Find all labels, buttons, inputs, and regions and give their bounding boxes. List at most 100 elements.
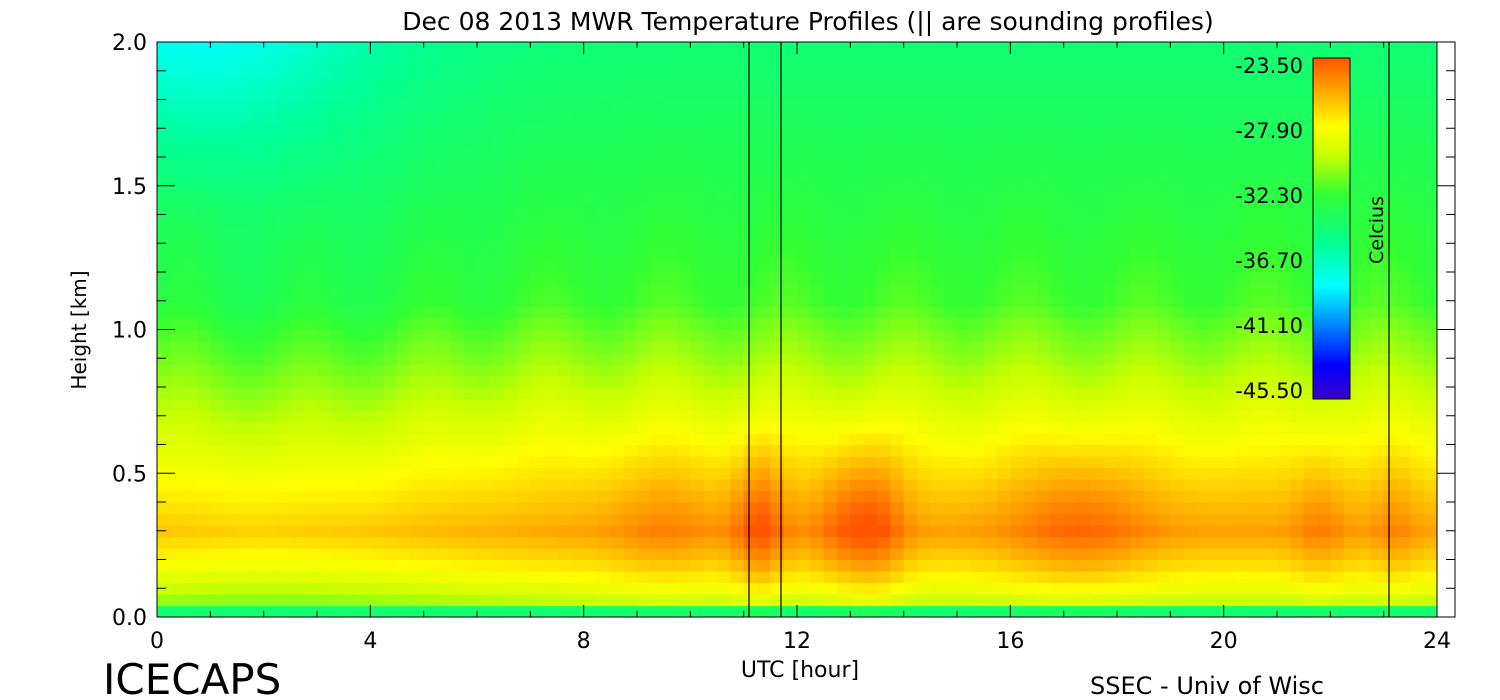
heatmap-cell bbox=[503, 490, 518, 503]
heatmap-cell bbox=[1383, 111, 1398, 124]
heatmap-cell bbox=[277, 582, 291, 595]
heatmap-cell bbox=[770, 341, 785, 354]
heatmap-cell bbox=[1183, 226, 1198, 239]
heatmap-cell bbox=[423, 387, 438, 400]
heatmap-cell bbox=[423, 398, 438, 411]
heatmap-cell bbox=[757, 456, 771, 469]
heatmap-cell bbox=[1423, 559, 1437, 572]
heatmap-cell bbox=[463, 122, 478, 135]
heatmap-cell bbox=[530, 444, 545, 457]
heatmap-cell bbox=[1090, 456, 1105, 469]
heatmap-cell bbox=[197, 88, 211, 101]
heatmap-cell bbox=[1263, 65, 1278, 78]
heatmap-cell bbox=[1157, 444, 1171, 457]
heatmap-cell bbox=[823, 295, 838, 308]
heatmap-cell bbox=[303, 433, 318, 446]
heatmap-cell bbox=[810, 594, 825, 607]
heatmap-cell bbox=[250, 318, 265, 331]
heatmap-cell bbox=[197, 42, 211, 55]
heatmap-cell bbox=[1063, 525, 1078, 538]
heatmap-cell bbox=[637, 536, 651, 549]
heatmap-cell bbox=[743, 582, 758, 595]
heatmap-cell bbox=[863, 548, 878, 561]
heatmap-cell bbox=[330, 559, 345, 572]
heatmap-cell bbox=[770, 571, 785, 584]
heatmap-cell bbox=[517, 272, 531, 285]
heatmap-cell bbox=[410, 479, 425, 492]
heatmap-cell bbox=[1250, 260, 1265, 273]
heatmap-cell bbox=[437, 122, 451, 135]
heatmap-cell bbox=[583, 571, 598, 584]
heatmap-cell bbox=[1143, 513, 1158, 526]
heatmap-cell bbox=[877, 341, 891, 354]
heatmap-cell bbox=[1277, 111, 1291, 124]
heatmap-cell bbox=[903, 467, 918, 480]
heatmap-cell bbox=[1183, 525, 1198, 538]
heatmap-cell bbox=[997, 341, 1011, 354]
heatmap-cell bbox=[290, 594, 305, 607]
heatmap-cell bbox=[437, 375, 451, 388]
heatmap-cell bbox=[1263, 341, 1278, 354]
heatmap-cell bbox=[1397, 260, 1411, 273]
heatmap-cell bbox=[1023, 364, 1038, 377]
heatmap-cell bbox=[1237, 433, 1251, 446]
heatmap-cell bbox=[183, 76, 198, 89]
heatmap-cell bbox=[503, 145, 518, 158]
heatmap-cell bbox=[877, 571, 891, 584]
heatmap-cell bbox=[850, 398, 865, 411]
heatmap-cell bbox=[903, 157, 918, 170]
heatmap-cell bbox=[663, 525, 678, 538]
heatmap-cell bbox=[1410, 111, 1425, 124]
heatmap-cell bbox=[850, 99, 865, 112]
heatmap-cell bbox=[1010, 525, 1025, 538]
heatmap-cell bbox=[490, 295, 505, 308]
heatmap-cell bbox=[717, 329, 731, 342]
heatmap-cell bbox=[837, 456, 851, 469]
heatmap-cell bbox=[1090, 467, 1105, 480]
heatmap-cell bbox=[810, 260, 825, 273]
heatmap-cell bbox=[983, 341, 998, 354]
heatmap-cell bbox=[357, 272, 371, 285]
heatmap-cell bbox=[1357, 260, 1371, 273]
heatmap-cell bbox=[317, 375, 331, 388]
heatmap-cell bbox=[837, 168, 851, 181]
heatmap-cell bbox=[1077, 502, 1091, 515]
heatmap-cell bbox=[957, 111, 971, 124]
heatmap-cell bbox=[1250, 145, 1265, 158]
heatmap-cell bbox=[423, 490, 438, 503]
heatmap-cell bbox=[783, 341, 798, 354]
heatmap-cell bbox=[650, 122, 665, 135]
heatmap-cell bbox=[183, 536, 198, 549]
heatmap-cell bbox=[250, 605, 265, 617]
heatmap-cell bbox=[1370, 398, 1385, 411]
heatmap-cell bbox=[1383, 145, 1398, 158]
heatmap-cell bbox=[210, 65, 225, 78]
heatmap-cell bbox=[530, 260, 545, 273]
heatmap-cell bbox=[650, 226, 665, 239]
heatmap-cell bbox=[1290, 364, 1305, 377]
heatmap-cell bbox=[530, 352, 545, 365]
heatmap-cell bbox=[1423, 65, 1437, 78]
heatmap-cell bbox=[1063, 398, 1078, 411]
heatmap-cell bbox=[1197, 214, 1211, 227]
heatmap-cell bbox=[943, 398, 958, 411]
ssec-credit: SSEC - Univ of Wisc bbox=[1090, 672, 1324, 700]
heatmap-cell bbox=[743, 352, 758, 365]
heatmap-cell bbox=[917, 295, 931, 308]
heatmap-cell bbox=[1077, 157, 1091, 170]
heatmap-cell bbox=[570, 571, 585, 584]
heatmap-cell bbox=[1290, 375, 1305, 388]
heatmap-cell bbox=[810, 191, 825, 204]
heatmap-cell bbox=[677, 134, 691, 147]
heatmap-cell bbox=[1090, 352, 1105, 365]
heatmap-cell bbox=[637, 272, 651, 285]
heatmap-cell bbox=[330, 444, 345, 457]
heatmap-cell bbox=[383, 249, 398, 262]
heatmap-cell bbox=[197, 398, 211, 411]
heatmap-cell bbox=[917, 559, 931, 572]
heatmap-cell bbox=[503, 571, 518, 584]
heatmap-cell bbox=[1290, 306, 1305, 319]
heatmap-cell bbox=[1237, 65, 1251, 78]
heatmap-cell bbox=[837, 134, 851, 147]
heatmap-cell bbox=[850, 536, 865, 549]
